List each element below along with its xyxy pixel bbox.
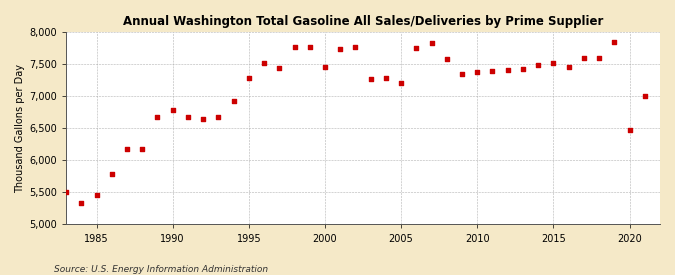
Point [609, 40, 620, 45]
Point [289, 45, 300, 49]
Point [365, 77, 376, 81]
Point [319, 65, 330, 70]
Point [228, 98, 239, 103]
Point [472, 70, 483, 74]
Point [137, 147, 148, 152]
Point [122, 147, 132, 152]
Point [502, 68, 513, 73]
Text: Source: U.S. Energy Information Administration: Source: U.S. Energy Information Administ… [54, 265, 268, 274]
Point [456, 72, 467, 76]
Point [518, 66, 529, 71]
Point [91, 193, 102, 197]
Point [624, 128, 635, 132]
Point [167, 108, 178, 112]
Point [259, 60, 269, 65]
Point [639, 94, 650, 98]
Point [244, 75, 254, 80]
Point [182, 115, 193, 120]
Point [594, 56, 605, 60]
Point [198, 117, 209, 122]
Point [426, 41, 437, 45]
Point [152, 115, 163, 120]
Point [274, 66, 285, 70]
Point [533, 62, 543, 67]
Point [563, 65, 574, 70]
Point [381, 75, 392, 80]
Point [61, 190, 72, 195]
Point [335, 47, 346, 51]
Point [441, 57, 452, 61]
Point [487, 69, 498, 73]
Point [107, 172, 117, 176]
Point [548, 61, 559, 66]
Point [396, 81, 406, 85]
Point [411, 46, 422, 50]
Title: Annual Washington Total Gasoline All Sales/Deliveries by Prime Supplier: Annual Washington Total Gasoline All Sal… [123, 15, 603, 28]
Point [304, 45, 315, 50]
Point [350, 45, 361, 50]
Point [76, 201, 86, 205]
Y-axis label: Thousand Gallons per Day: Thousand Gallons per Day [15, 64, 25, 193]
Point [578, 56, 589, 60]
Point [213, 114, 223, 119]
